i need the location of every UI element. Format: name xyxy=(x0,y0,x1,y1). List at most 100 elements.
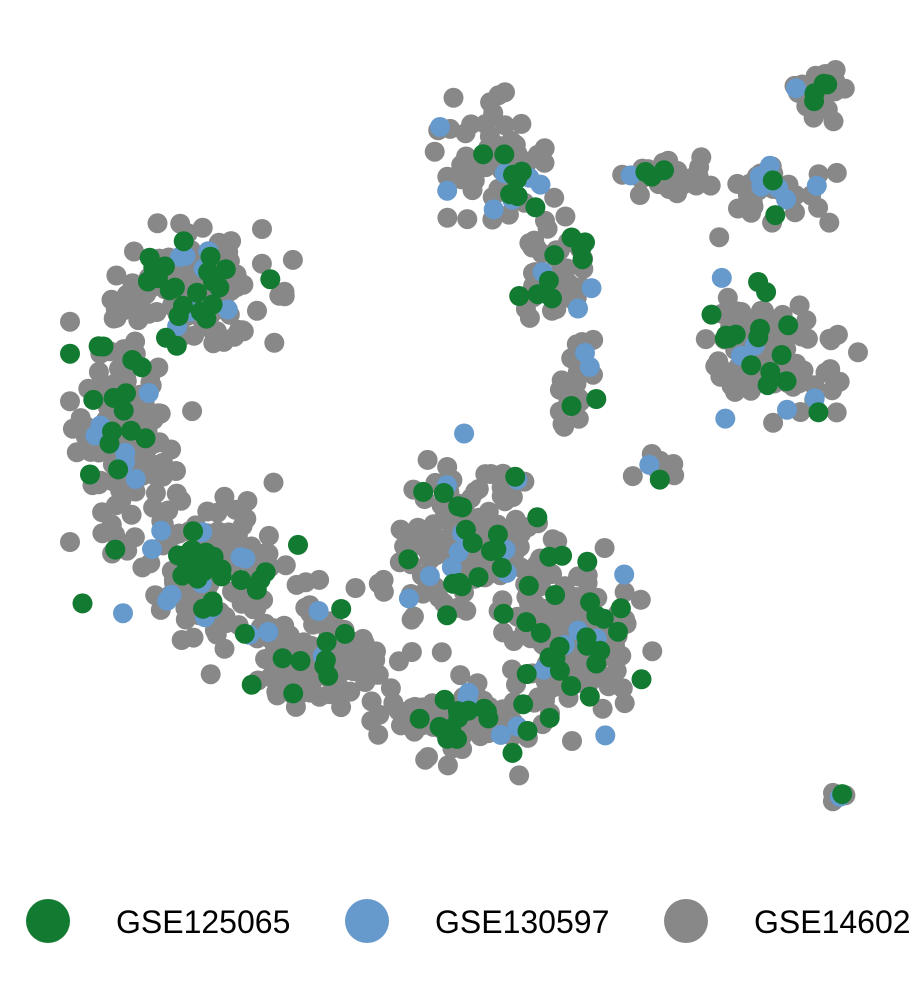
point-gse14602 xyxy=(264,332,285,353)
point-gse14602 xyxy=(205,330,226,351)
point-gse14602 xyxy=(277,663,298,684)
point-gse14602 xyxy=(460,156,480,177)
point-gse125065 xyxy=(527,284,548,305)
point-gse125065 xyxy=(451,576,472,597)
point-gse125065 xyxy=(447,701,468,722)
point-gse125065 xyxy=(60,343,80,364)
point-gse14602 xyxy=(365,650,386,670)
point-gse14602 xyxy=(577,573,598,593)
point-gse14602 xyxy=(347,656,368,677)
point-gse125065 xyxy=(468,567,489,588)
point-gse14602 xyxy=(796,310,817,331)
point-gse130597 xyxy=(806,175,827,196)
point-gse14602 xyxy=(495,82,515,103)
point-gse14602 xyxy=(689,157,710,178)
scatter-points xyxy=(60,60,868,812)
point-gse14602 xyxy=(551,370,572,391)
point-gse130597 xyxy=(530,174,551,195)
point-gse130597 xyxy=(125,469,146,489)
point-gse125065 xyxy=(776,371,797,392)
point-gse14602 xyxy=(355,672,376,692)
legend-swatch-gse130597 xyxy=(345,899,389,943)
point-gse14602 xyxy=(263,472,284,493)
point-gse14602 xyxy=(542,529,563,550)
point-gse14602 xyxy=(148,462,169,483)
point-gse14602 xyxy=(122,273,143,294)
point-gse125065 xyxy=(505,466,526,487)
point-gse125065 xyxy=(172,565,193,586)
point-gse14602 xyxy=(214,638,235,659)
point-gse125065 xyxy=(288,534,308,555)
point-gse125065 xyxy=(518,575,539,596)
point-gse125065 xyxy=(105,539,126,560)
point-gse130597 xyxy=(419,566,440,586)
point-gse14602 xyxy=(437,755,458,776)
point-gse130597 xyxy=(437,180,458,201)
point-gse14602 xyxy=(826,402,847,423)
point-gse14602 xyxy=(380,678,401,699)
point-gse130597 xyxy=(483,199,504,220)
point-gse125065 xyxy=(701,304,722,325)
point-gse125065 xyxy=(760,361,781,382)
point-gse125065 xyxy=(434,689,455,710)
point-gse14602 xyxy=(101,514,122,535)
point-gse125065 xyxy=(441,718,462,739)
legend-swatch-gse14602 xyxy=(664,899,708,943)
legend-label-gse14602: GSE14602 xyxy=(754,904,911,940)
point-gse130597 xyxy=(258,622,279,642)
point-gse130597 xyxy=(786,78,806,99)
point-gse14602 xyxy=(555,206,576,227)
point-gse14602 xyxy=(60,311,80,332)
point-gse130597 xyxy=(776,189,797,210)
point-gse14602 xyxy=(552,414,573,435)
point-gse130597 xyxy=(113,603,133,624)
point-gse14602 xyxy=(642,641,663,662)
point-gse14602 xyxy=(709,227,730,248)
point-gse14602 xyxy=(418,747,438,767)
point-gse14602 xyxy=(60,532,80,552)
point-gse130597 xyxy=(235,548,256,569)
point-gse125065 xyxy=(283,683,304,704)
point-gse125065 xyxy=(166,335,187,356)
point-gse125065 xyxy=(80,464,100,485)
point-gse14602 xyxy=(274,615,295,636)
point-gse125065 xyxy=(502,742,523,763)
point-gse125065 xyxy=(481,541,501,561)
point-gse14602 xyxy=(232,320,253,341)
point-gse125065 xyxy=(530,622,551,643)
point-gse14602 xyxy=(309,569,330,590)
point-gse125065 xyxy=(476,701,497,722)
point-gse14602 xyxy=(827,324,848,345)
point-gse125065 xyxy=(121,420,141,441)
point-gse14602 xyxy=(614,693,635,714)
point-gse14602 xyxy=(592,698,613,719)
point-gse14602 xyxy=(455,123,476,144)
legend-label-gse125065: GSE125065 xyxy=(116,904,290,940)
point-gse14602 xyxy=(417,449,438,470)
point-gse14602 xyxy=(426,545,447,566)
point-gse14602 xyxy=(353,628,373,649)
point-gse125065 xyxy=(448,496,469,517)
point-gse14602 xyxy=(793,360,814,381)
point-gse14602 xyxy=(383,693,404,713)
point-gse125065 xyxy=(654,160,674,181)
point-gse125065 xyxy=(513,694,534,715)
point-gse125065 xyxy=(180,540,201,561)
point-gse125065 xyxy=(832,784,853,805)
point-gse14602 xyxy=(598,676,619,697)
point-gse125065 xyxy=(231,570,252,590)
point-gse14602 xyxy=(148,403,169,424)
point-gse125065 xyxy=(516,664,537,684)
point-gse130597 xyxy=(575,342,595,363)
point-gse14602 xyxy=(562,731,582,751)
point-gse125065 xyxy=(413,481,434,502)
point-gse14602 xyxy=(369,704,390,725)
point-gse14602 xyxy=(708,351,729,372)
point-gse14602 xyxy=(422,524,443,545)
point-gse14602 xyxy=(826,162,847,183)
point-gse14602 xyxy=(103,308,124,329)
point-gse125065 xyxy=(813,73,834,94)
point-gse130597 xyxy=(458,682,479,703)
point-gse14602 xyxy=(388,651,409,672)
point-gse125065 xyxy=(260,269,281,290)
